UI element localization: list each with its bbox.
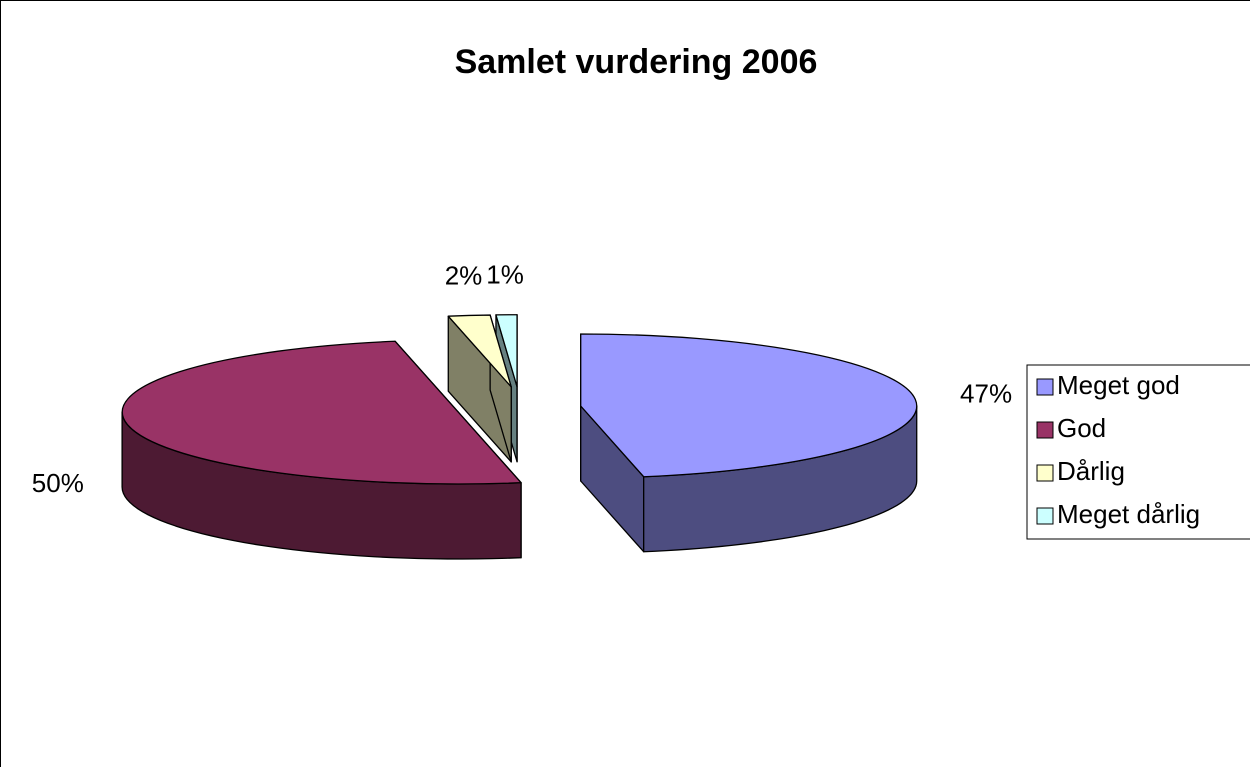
pie-slice — [447, 314, 512, 463]
legend-label: Meget dårlig — [1057, 499, 1200, 529]
pie-slice — [121, 340, 522, 560]
legend-swatch — [1036, 378, 1054, 396]
legend-swatch — [1036, 421, 1054, 439]
chart-title: Samlet vurdering 2006 — [455, 43, 818, 81]
slice-top — [580, 333, 918, 478]
data-label: 1% — [486, 260, 524, 290]
slice-top — [447, 314, 512, 388]
slice-top — [495, 314, 518, 388]
data-label: 47% — [960, 379, 1012, 409]
data-label: 2% — [445, 261, 483, 291]
pie-slice — [580, 333, 918, 553]
slice-top — [122, 340, 522, 485]
legend-swatch — [1036, 464, 1054, 482]
legend-swatch — [1036, 507, 1054, 525]
data-label: 50% — [32, 468, 84, 498]
legend-label: Dårlig — [1057, 456, 1125, 486]
legend-label: God — [1057, 413, 1106, 443]
legend-box — [1026, 364, 1250, 540]
legend-label: Meget god — [1057, 370, 1180, 400]
